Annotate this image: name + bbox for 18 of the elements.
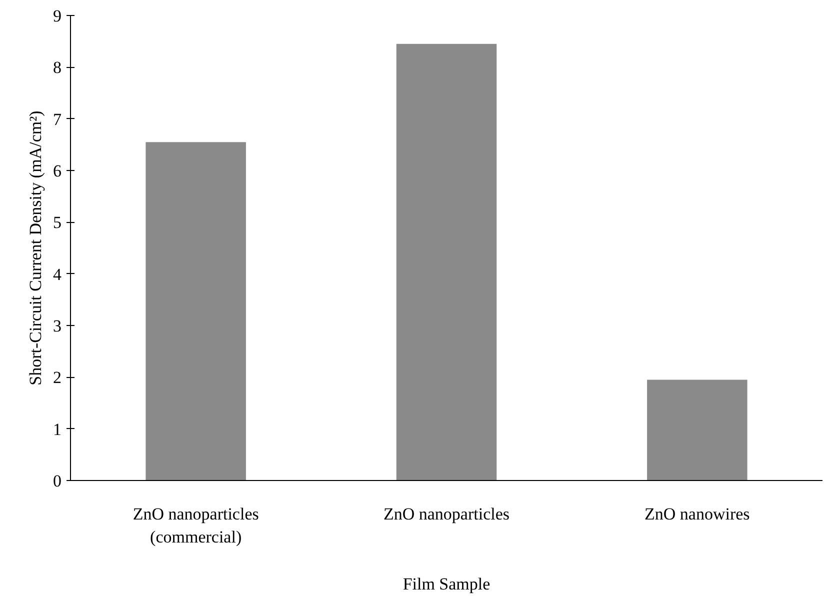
y-tick-label: 7 — [53, 110, 62, 129]
y-tick-label: 8 — [53, 58, 62, 78]
x-tick-label: ZnO nanoparticles — [383, 504, 510, 524]
y-tick-label: 3 — [53, 316, 62, 336]
bar — [647, 380, 748, 480]
y-tick-label: 6 — [53, 162, 62, 180]
y-tick-label: 1 — [53, 420, 62, 439]
y-axis-title: Short-Circuit Current Density (mA/cm²) — [26, 110, 45, 386]
y-tick-label: 4 — [53, 264, 62, 284]
x-tick-label: ZnO nanowires — [644, 504, 750, 524]
y-tick-label: 2 — [53, 368, 62, 388]
y-tick-label: 5 — [53, 213, 62, 232]
bar — [396, 44, 497, 480]
y-tick-label: 9 — [53, 6, 62, 26]
y-tick-label: 0 — [53, 472, 62, 490]
x-tick-label: ZnO nanoparticles (commercial) — [132, 504, 259, 546]
x-axis-title: Film Sample — [402, 574, 490, 594]
bar — [146, 142, 246, 480]
